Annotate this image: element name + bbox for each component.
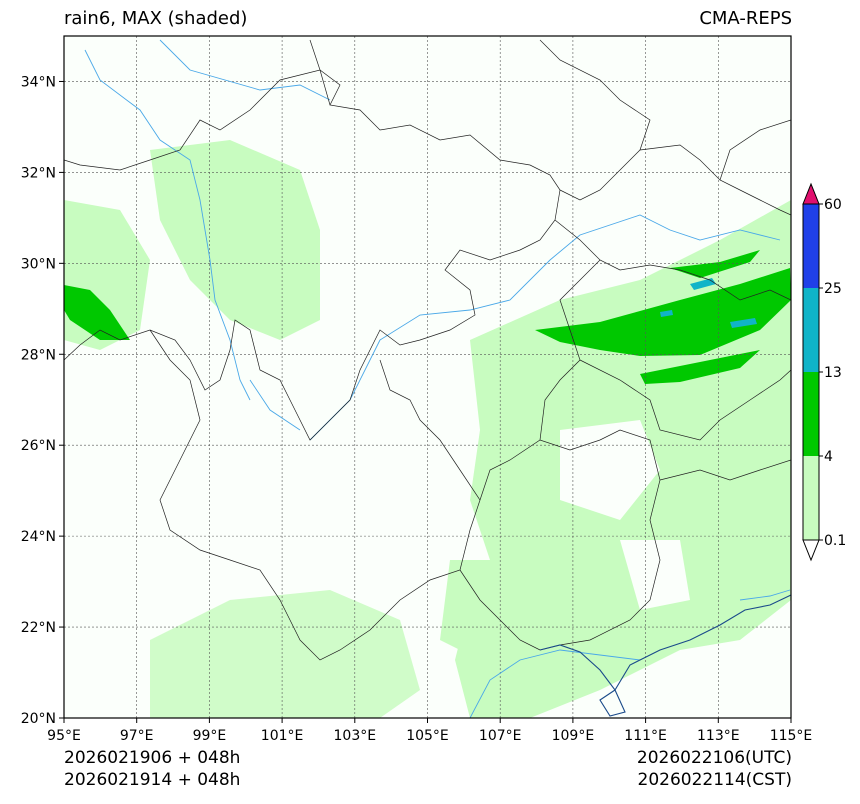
- lat-tick-label: 24°N: [21, 529, 56, 545]
- colorbar-segment-25-60: [803, 204, 819, 288]
- lon-tick-label: 111°E: [624, 728, 667, 744]
- colorbar-level-label: 60: [824, 197, 842, 213]
- lat-tick-label: 22°N: [21, 620, 56, 636]
- colorbar-over-triangle: [802, 182, 820, 205]
- lon-tick-label: 113°E: [697, 728, 740, 744]
- lat-tick-label: 30°N: [21, 256, 56, 272]
- lon-tick-label: 97°E: [120, 728, 154, 744]
- lat-tick-label: 26°N: [21, 438, 56, 454]
- rain-light-areas: [64, 140, 791, 718]
- colorbar-level-label: 0.1: [824, 533, 846, 549]
- coastline: [539, 594, 791, 717]
- lon-tick-label: 99°E: [193, 728, 227, 744]
- colorbar-segment-4-13: [803, 372, 819, 456]
- init-time-utc: 2026021906 + 048h: [64, 748, 241, 768]
- colorbar-level-label: 13: [824, 365, 842, 381]
- lon-tick-label: 105°E: [406, 728, 449, 744]
- rivers: [84, 39, 791, 718]
- lon-tick-label: 107°E: [479, 728, 522, 744]
- lat-tick-label: 32°N: [21, 165, 56, 181]
- lon-tick-label: 115°E: [770, 728, 813, 744]
- lon-tick-label: 101°E: [261, 728, 304, 744]
- colorbar-segment-13-25: [803, 288, 819, 372]
- province-boundaries: [64, 39, 791, 661]
- model-name: CMA-REPS: [699, 8, 792, 29]
- rain-heavy-areas: [660, 278, 757, 328]
- map-title: rain6, MAX (shaded): [64, 8, 248, 29]
- longitude-axis: 95°E 97°E 99°E 101°E 103°E 105°E 107°E 109°E 111…: [47, 718, 812, 744]
- latitude-axis: 20°N 22°N 24°N 26°N 28°N 30°N 32°N 34°N: [21, 74, 64, 727]
- valid-time-cst: 2026022114(CST): [637, 770, 792, 790]
- valid-time-utc: 2026022106(UTC): [636, 748, 792, 768]
- lon-tick-label: 103°E: [334, 728, 377, 744]
- colorbar-under-triangle: [802, 539, 820, 562]
- colorbar-level-label: 4: [824, 449, 833, 465]
- lat-tick-label: 34°N: [21, 74, 56, 90]
- lat-tick-label: 28°N: [21, 347, 56, 363]
- init-time-cst: 2026021914 + 048h: [64, 770, 241, 790]
- colorbar-segment-0.1-4: [803, 456, 819, 540]
- colorbar-level-label: 25: [824, 281, 842, 297]
- lat-tick-label: 20°N: [21, 711, 56, 727]
- colorbar: 0.1 4 13 25 60: [802, 182, 846, 562]
- lon-tick-label: 109°E: [552, 728, 595, 744]
- lon-tick-label: 95°E: [47, 728, 81, 744]
